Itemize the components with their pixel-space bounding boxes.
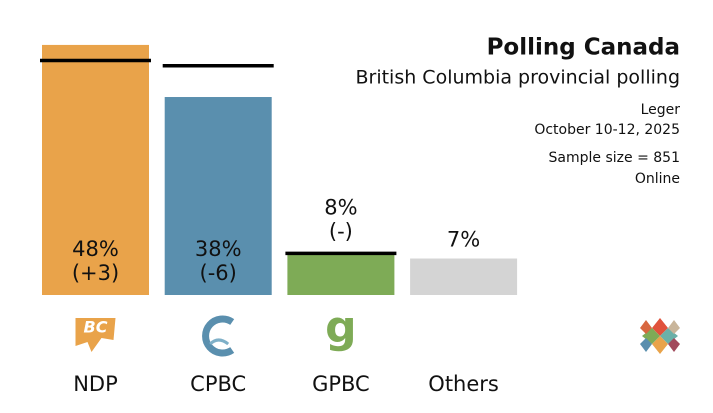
bar [42, 44, 149, 295]
cpbc-logo [202, 315, 235, 357]
chart-subtitle: British Columbia provincial polling [355, 67, 680, 89]
sample-size: Sample size = 851 [549, 150, 680, 166]
category-label: NDP [73, 372, 118, 396]
cpbc-logo-wave [209, 338, 230, 346]
chart-title: Polling Canada [487, 35, 680, 61]
category-label: CPBC [190, 372, 246, 396]
bar [287, 253, 395, 295]
value-label: 8% [324, 195, 357, 219]
ndp-logo [75, 318, 116, 352]
value-label: 48% [72, 237, 119, 261]
method: Online [635, 171, 680, 187]
brand-logo [640, 318, 680, 354]
gpbc-logo: g [325, 302, 357, 353]
pollster: Leger [641, 102, 681, 118]
bar [410, 258, 518, 295]
change-label: (-6) [200, 261, 237, 285]
ndp-logo-text: BC [84, 318, 108, 337]
change-label: (+3) [72, 261, 119, 285]
bar [164, 97, 272, 296]
change-label: (-) [329, 219, 353, 243]
dates: October 10-12, 2025 [534, 122, 680, 138]
category-label: Others [428, 372, 499, 396]
value-label: 38% [195, 237, 242, 261]
value-label: 7% [447, 228, 480, 252]
category-label: GPBC [312, 372, 370, 396]
